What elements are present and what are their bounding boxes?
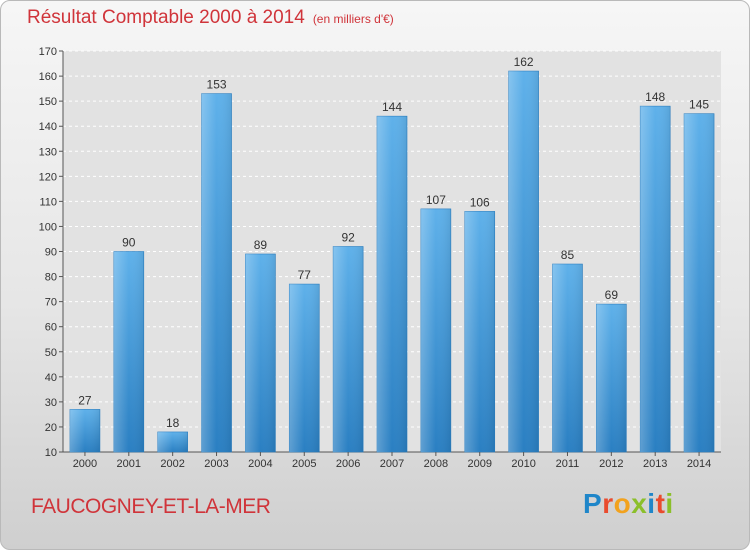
y-tick-label: 100 (39, 221, 57, 233)
bar-shine-2012 (596, 304, 627, 452)
y-tick-label: 40 (45, 372, 57, 384)
x-tick-label-2000: 2000 (73, 458, 97, 470)
value-label-2002: 18 (166, 416, 180, 430)
logo-letter: t (655, 488, 666, 519)
y-tick-label: 120 (39, 171, 57, 183)
x-tick-label-2007: 2007 (380, 458, 404, 470)
y-tick-label: 150 (39, 96, 57, 108)
proxiti-logo: Proxiti (583, 488, 674, 520)
x-tick-label-2014: 2014 (687, 458, 711, 470)
value-label-2001: 90 (122, 236, 136, 250)
value-label-2005: 77 (298, 268, 312, 282)
x-tick-label-2009: 2009 (467, 458, 491, 470)
x-tick-label-2002: 2002 (160, 458, 184, 470)
bar-shine-2009 (464, 211, 495, 452)
value-label-2014: 145 (689, 98, 709, 112)
value-label-2006: 92 (341, 230, 355, 244)
value-label-2003: 153 (207, 78, 227, 92)
bar-shine-2010 (508, 71, 539, 453)
bar-shine-2000 (69, 409, 100, 452)
value-label-2009: 106 (470, 195, 490, 209)
bar-shine-2007 (377, 116, 407, 452)
value-label-2013: 148 (645, 90, 665, 104)
chart-title: Résultat Comptable 2000 à 2014 (en millie… (27, 7, 394, 29)
bar-shine-2004 (245, 254, 276, 452)
x-tick-label-2013: 2013 (643, 458, 667, 470)
value-label-2000: 27 (78, 393, 92, 407)
chart-unit: (en milliers d'€) (312, 12, 394, 26)
x-tick-label-2005: 2005 (292, 458, 316, 470)
y-tick-label: 90 (45, 247, 57, 259)
value-label-2004: 89 (254, 238, 268, 252)
x-tick-label-2011: 2011 (556, 458, 580, 470)
bar-shine-2011 (552, 264, 583, 452)
y-tick-label: 70 (45, 297, 57, 309)
logo-letter: P (583, 488, 603, 519)
y-tick-label: 140 (39, 121, 57, 133)
y-tick-label: 160 (39, 71, 57, 83)
bar-shine-2014 (684, 113, 715, 452)
x-tick-label-2004: 2004 (248, 458, 272, 470)
bar-shine-2002 (157, 431, 188, 452)
logo-letter: x (631, 488, 648, 519)
x-tick-label-2006: 2006 (336, 458, 360, 470)
value-label-2008: 107 (426, 193, 446, 207)
value-label-2007: 144 (382, 100, 402, 114)
y-tick-label: 110 (39, 196, 57, 208)
commune-name: FAUCOGNEY-ET-LA-MER (31, 495, 271, 518)
x-tick-label-2010: 2010 (511, 458, 535, 470)
y-tick-label: 60 (45, 322, 57, 334)
chart-title-text: Résultat Comptable 2000 à 2014 (27, 7, 305, 28)
value-label-2010: 162 (514, 55, 534, 69)
bar-shine-2003 (201, 93, 232, 452)
bar-shine-2008 (420, 208, 451, 452)
y-tick-label: 80 (45, 272, 57, 284)
logo-letter: i (665, 488, 674, 519)
x-tick-label-2008: 2008 (424, 458, 448, 470)
value-label-2012: 69 (605, 288, 619, 302)
bar-shine-2006 (333, 246, 364, 452)
bar-shine-2013 (640, 106, 671, 452)
logo-letter: i (647, 488, 656, 519)
y-tick-label: 20 (45, 422, 57, 434)
logo-letter: o (613, 488, 632, 519)
y-tick-label: 10 (45, 447, 57, 459)
logo-letter: r (602, 488, 614, 519)
y-tick-label: 50 (45, 347, 57, 359)
y-tick-label: 170 (39, 46, 57, 58)
x-tick-label-2001: 2001 (117, 458, 141, 470)
x-tick-label-2003: 2003 (204, 458, 228, 470)
bar-shine-2005 (289, 284, 320, 452)
bar-shine-2001 (113, 251, 144, 452)
y-tick-label: 130 (39, 146, 57, 158)
x-tick-label-2012: 2012 (599, 458, 623, 470)
value-label-2011: 85 (561, 248, 575, 262)
y-tick-label: 30 (45, 397, 57, 409)
